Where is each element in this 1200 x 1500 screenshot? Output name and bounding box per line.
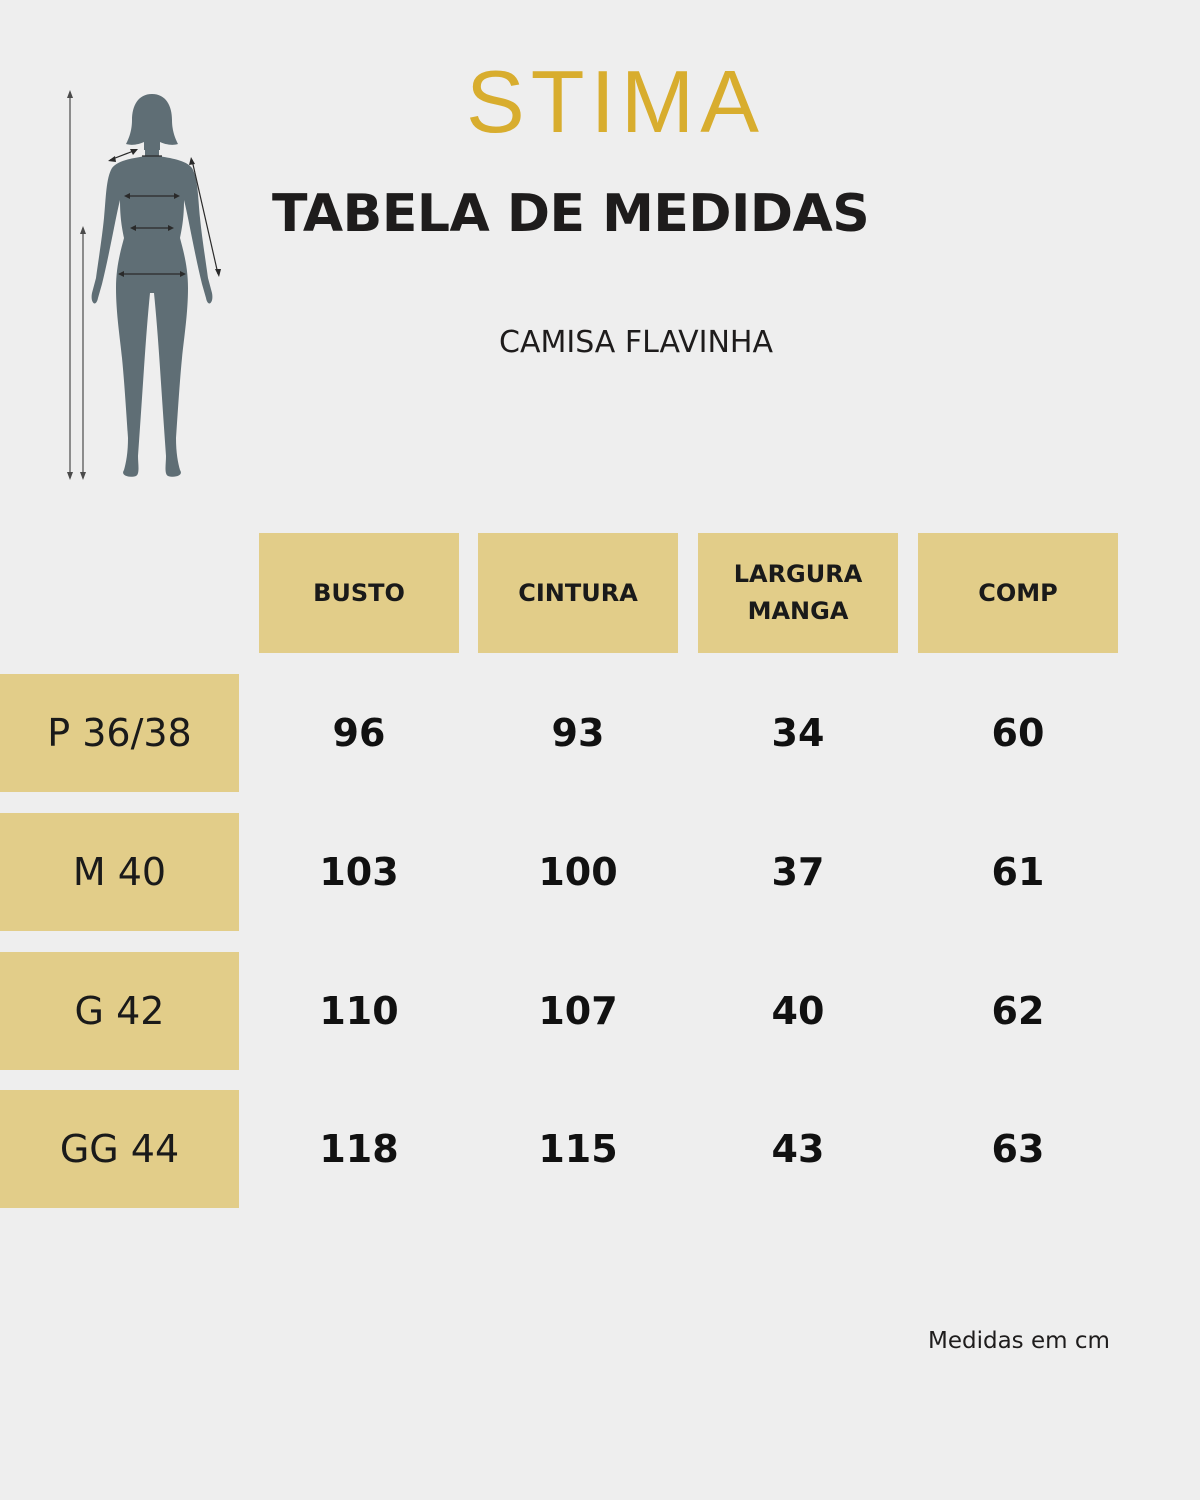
table-cell: 107 xyxy=(538,989,618,1033)
size-label: GG 44 xyxy=(0,1090,239,1208)
brand-logo: STIMA xyxy=(466,52,765,151)
table-cell: 115 xyxy=(538,1127,618,1171)
table-cell: 43 xyxy=(771,1127,825,1171)
size-label: P 36/38 xyxy=(0,674,239,792)
product-name: CAMISA FLAVINHA xyxy=(499,325,774,360)
table-cell: 61 xyxy=(991,850,1045,894)
size-label: G 42 xyxy=(0,952,239,1070)
column-header-largura-manga: LARGURA MANGA xyxy=(698,533,898,653)
table-cell: 60 xyxy=(991,711,1045,755)
table-cell: 118 xyxy=(319,1127,399,1171)
table-cell: 93 xyxy=(551,711,605,755)
table-cell: 40 xyxy=(771,989,825,1033)
page-title: TABELA DE MEDIDAS xyxy=(272,184,870,244)
table-cell: 100 xyxy=(538,850,618,894)
table-cell: 62 xyxy=(991,989,1045,1033)
units-footnote: Medidas em cm xyxy=(928,1328,1110,1354)
table-cell: 103 xyxy=(319,850,399,894)
column-header-cintura: CINTURA xyxy=(478,533,678,653)
table-cell: 63 xyxy=(991,1127,1045,1171)
female-body-measurement-figure-icon xyxy=(67,90,221,480)
column-header-comp: COMP xyxy=(918,533,1118,653)
table-cell: 37 xyxy=(771,850,825,894)
table-cell: 34 xyxy=(771,711,825,755)
size-label: M 40 xyxy=(0,813,239,931)
table-cell: 96 xyxy=(332,711,386,755)
table-cell: 110 xyxy=(319,989,399,1033)
column-header-busto: BUSTO xyxy=(259,533,459,653)
